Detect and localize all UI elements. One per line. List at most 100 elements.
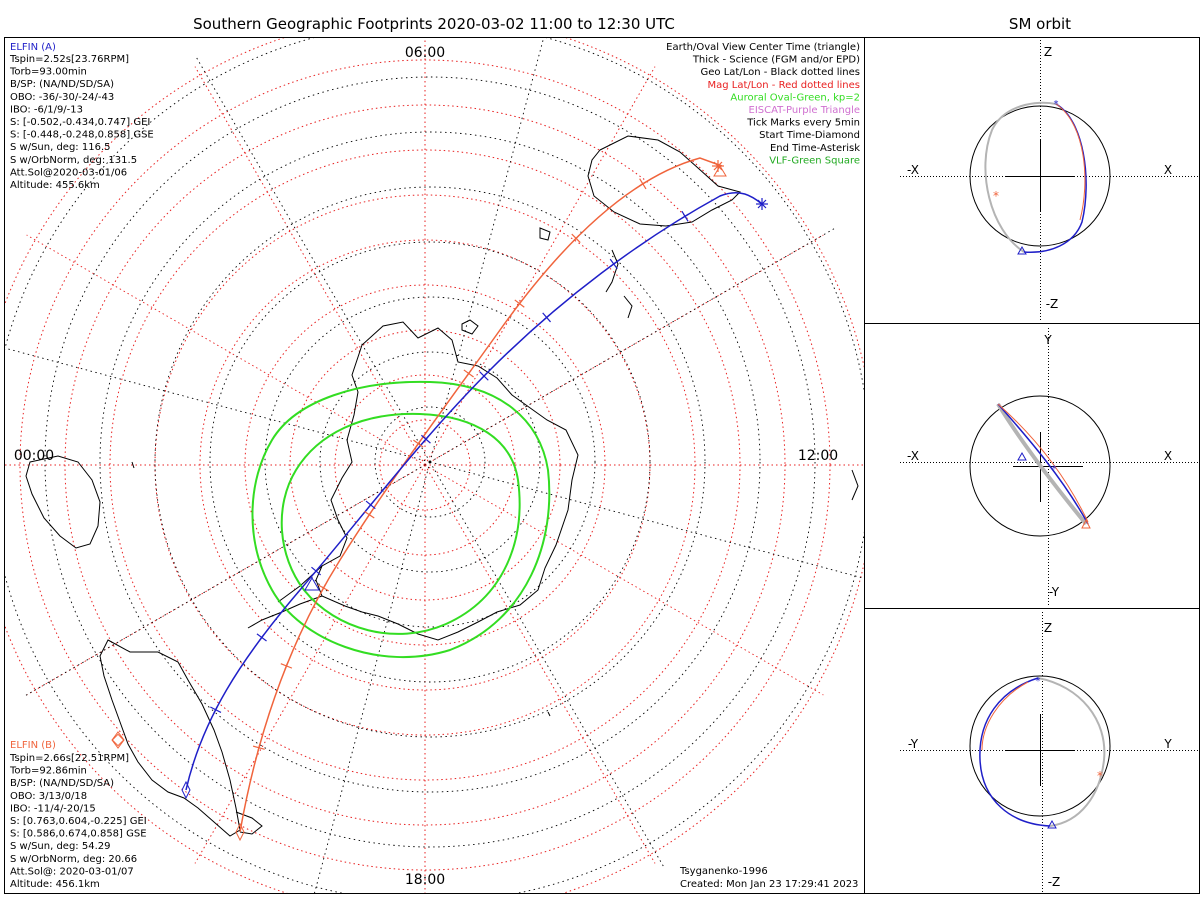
antarctica-coast <box>315 321 579 641</box>
elfin-a-orbit <box>979 677 1051 827</box>
elfin-a-tick <box>543 314 551 321</box>
legend-entry: EISCAT-Purple Triangle <box>749 105 861 116</box>
elfin-a-tick <box>367 501 374 509</box>
axis-label-right: Y <box>1163 737 1172 751</box>
elfin-a-tick <box>313 567 320 575</box>
orbit-triangle <box>1017 451 1027 461</box>
elfin-b-tick <box>366 511 372 519</box>
info-line: B/SP: (NA/ND/SD/SA) <box>10 778 114 789</box>
info-line: Att.Sol@: 2020-03-01/07 <box>10 866 134 877</box>
time-label-left: 00:00 <box>14 448 54 464</box>
elfin-b-heading: ELFIN (B) <box>10 740 56 751</box>
info-line: S: [0.586,0.674,0.858] GSE <box>10 829 147 840</box>
elfin-b-orbit <box>1055 103 1086 221</box>
elfin-b-marker <box>111 733 125 747</box>
geo-longitude-line <box>314 461 431 893</box>
orbit-triangle <box>1081 518 1091 529</box>
geo-latitude-circle <box>99 131 761 793</box>
elfin-b-start-diamond <box>235 822 245 842</box>
orbit-panel-title: SM orbit <box>1009 15 1071 33</box>
elfin-b-info: ELFIN (B) Tspin=2.66s[22.51RPM] Torb=92.8… <box>9 740 147 890</box>
legend-entry: Thick - Science (FGM and/or EPD) <box>692 55 860 66</box>
island-coast <box>461 319 479 335</box>
elfin-a-info: ELFIN (A) Tspin=2.52s[23.76RPM] Torb=93.0… <box>9 42 154 191</box>
geo-longitude-line <box>5 347 431 463</box>
orbit-triangle <box>1017 245 1027 255</box>
elfin-a-footprint <box>185 192 763 791</box>
elfin-a-tick <box>681 213 689 219</box>
axis-label-top: Z <box>1044 621 1052 635</box>
elfin-a-tick <box>610 261 618 267</box>
info-line: S: [-0.448,-0.248,0.858] GSE <box>10 130 154 141</box>
elfin-a-ticks <box>210 210 689 714</box>
island-coast <box>851 469 859 501</box>
geo-latitude-circle <box>319 351 541 573</box>
elfin-b-footprint <box>239 157 723 833</box>
elfin-a-tick <box>480 372 488 380</box>
earth-circle <box>969 675 1111 817</box>
info-line: Torb=93.00min <box>9 67 87 78</box>
info-line: S w/OrbNorm, deg: 131.5 <box>10 155 137 166</box>
elfin-a-view-center-triangle <box>304 577 320 591</box>
info-line: S w/Sun, deg: 116.5 <box>10 142 110 153</box>
tasmania-coast <box>539 227 551 241</box>
axis-label-bottom: -Y <box>1049 585 1060 599</box>
info-line: S w/Sun, deg: 54.29 <box>10 841 110 852</box>
geo-longitude-line <box>429 38 545 463</box>
elfin-b-orbit <box>997 403 1089 523</box>
info-line: IBO: -11/4/-20/15 <box>10 803 96 814</box>
legend-entry: Earth/Oval View Center Time (triangle) <box>666 42 860 53</box>
time-label-right: 12:00 <box>798 448 838 464</box>
mag-longitude-line <box>194 66 426 466</box>
elfin-b-ticks <box>252 178 647 752</box>
legend-entry: Start Time-Diamond <box>759 130 860 141</box>
auroral-oval-inner <box>280 412 521 635</box>
south-america-coast <box>99 639 241 837</box>
polar-map: 06:00 12:00 18:00 00:00 <box>5 38 864 893</box>
time-label-bottom: 18:00 <box>405 872 445 888</box>
geo-longitude-line <box>194 54 431 463</box>
new-zealand-coast <box>605 249 633 319</box>
geo-grid <box>5 38 864 893</box>
mag-longitude-line <box>424 464 824 696</box>
mag-longitude-line <box>26 234 426 466</box>
mag-longitude-line <box>194 464 426 864</box>
mag-longitude-line <box>424 66 656 466</box>
orbit-panel-xz: * * Z -Z -X X <box>900 40 1200 322</box>
axis-label-top: Z <box>1044 45 1052 59</box>
auroral-oval-outer <box>251 380 551 659</box>
africa-coast <box>25 455 101 549</box>
info-line: S: [-0.502,-0.434,0.747] GEI <box>10 117 150 128</box>
axis-label-bottom: -Z <box>1048 875 1061 889</box>
elfin-b-tick <box>415 440 422 448</box>
elfin-b-orbit <box>981 681 1029 751</box>
legend-entry: Auroral Oval-Green, kp=2 <box>730 92 860 103</box>
info-line: B/SP: (NA/ND/SD/SA) <box>10 79 114 90</box>
info-line: Tspin=2.66s[22.51RPM] <box>9 753 129 764</box>
info-line: OBO: -36/-30/-24/-43 <box>10 92 114 103</box>
legend-entry: Mag Lat/Lon - Red dotted lines <box>707 80 860 91</box>
elfin-a-tick <box>422 435 429 443</box>
elfin-b-view-center-triangle <box>713 165 727 177</box>
orbit-marker: * <box>993 189 999 203</box>
elfin-b-tick <box>465 369 472 378</box>
orbit-marker: * <box>1054 99 1059 110</box>
elfin-a-start-diamond <box>181 780 191 800</box>
island-coast <box>547 711 551 717</box>
orbit-triangle <box>1047 819 1057 829</box>
created-label: Created: Mon Jan 23 17:29:41 2023 <box>680 879 858 890</box>
orbit-marker: * <box>1036 676 1041 687</box>
legend-entry: Tick Marks every 5min <box>746 118 860 129</box>
orbit-marker: * <box>1097 769 1103 783</box>
axis-label-right: X <box>1164 449 1172 463</box>
axis-label-left: -Y <box>908 737 919 751</box>
australia-coast <box>587 135 741 227</box>
tierra-del-fuego <box>235 811 263 835</box>
elfin-b-tick <box>639 181 647 187</box>
elfin-b-tick <box>572 235 580 242</box>
elfin-a-orbit <box>997 403 1089 525</box>
geo-latitude-circle <box>264 296 596 628</box>
axis-label-top: Y <box>1043 333 1052 347</box>
axis-label-left: -X <box>907 449 919 463</box>
geo-longitude-line <box>429 461 666 870</box>
